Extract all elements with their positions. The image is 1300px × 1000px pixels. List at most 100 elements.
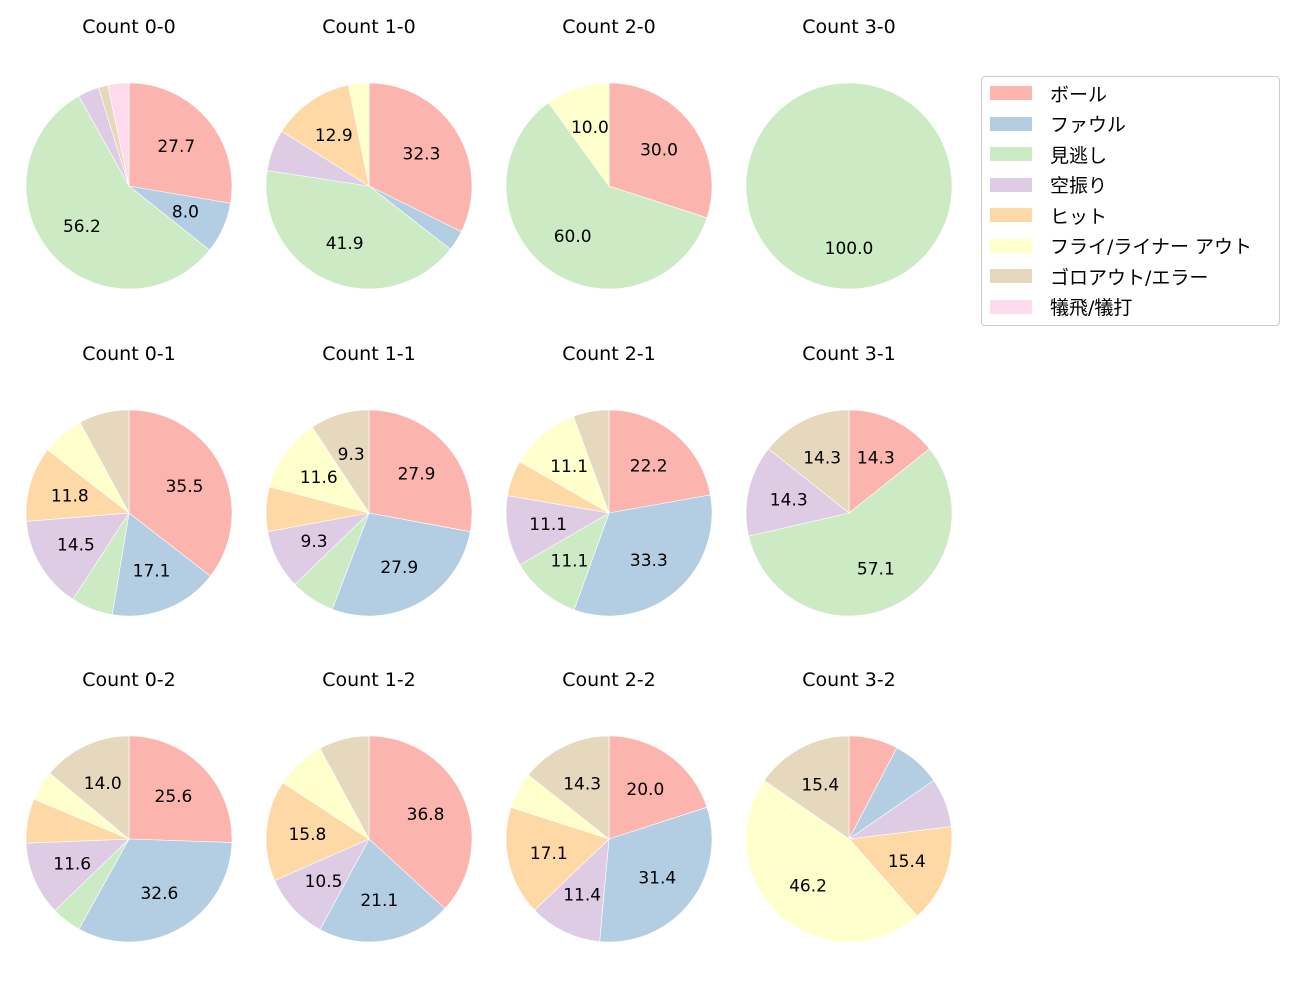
slice-value-label: 20.0 xyxy=(626,780,664,800)
legend-label: ゴロアウト/エラー xyxy=(1050,266,1209,289)
pie-slice xyxy=(111,512,211,617)
pie-panel: Count 0-2 25.6 32.6 11.6 14.0 xyxy=(9,653,249,953)
legend-swatch xyxy=(990,116,1032,131)
slice-value-label: 14.3 xyxy=(563,774,601,794)
pie-slice xyxy=(128,82,233,204)
pie-title: Count 3-2 xyxy=(802,669,896,691)
pie-slice xyxy=(281,84,370,187)
pie-slice xyxy=(573,494,713,617)
slice-value-label: 35.5 xyxy=(166,477,204,497)
slice-value-label: 100.0 xyxy=(825,239,874,259)
slice-value-label: 11.6 xyxy=(53,854,91,874)
slice-value-label: 46.2 xyxy=(789,876,827,896)
pie-title: Count 1-0 xyxy=(322,16,416,38)
slice-value-label: 33.3 xyxy=(630,551,668,571)
pie-panel: Count 1-2 36.8 21.1 10.5 15.8 xyxy=(249,653,489,953)
pie-slice xyxy=(599,806,713,943)
pie-slice xyxy=(311,409,370,514)
legend-item: ヒット xyxy=(990,204,1108,228)
pie-slice xyxy=(534,838,610,942)
legend-label: 犠飛/犠打 xyxy=(1050,297,1133,319)
slice-value-label: 36.8 xyxy=(407,805,445,825)
pie-slice xyxy=(128,735,233,843)
pie-panel: Count 0-1 35.5 17.1 14.5 11.8 xyxy=(9,327,249,627)
pie-chart: 32.3 41.9 12.9 xyxy=(265,82,473,290)
pie-chart: 25.6 32.6 11.6 14.0 xyxy=(25,735,233,943)
pie-slice xyxy=(331,512,471,617)
slice-value-label: 41.9 xyxy=(326,234,364,254)
pie-chart: 100.0 xyxy=(745,82,953,290)
pie-slice xyxy=(319,838,446,943)
legend-swatch xyxy=(990,269,1032,283)
slice-value-label: 17.1 xyxy=(530,844,568,864)
legend-item: 空振り xyxy=(990,174,1107,197)
slice-value-label: 25.6 xyxy=(155,787,193,807)
pie-chart: 22.2 33.3 11.1 11.1 11.1 xyxy=(505,409,713,617)
pie-slice xyxy=(745,780,918,943)
slice-value-label: 14.3 xyxy=(857,448,895,468)
slice-value-label: 10.0 xyxy=(571,118,609,138)
slice-value-label: 11.6 xyxy=(300,468,338,488)
pie-chart: 27.7 8.0 56.2 xyxy=(25,82,233,290)
slice-value-label: 12.9 xyxy=(315,126,353,146)
slice-value-label: 9.3 xyxy=(301,532,328,552)
legend-item: ファウル xyxy=(990,113,1127,136)
pie-slice xyxy=(608,409,711,514)
legend-label: フライ/ライナー アウト xyxy=(1050,236,1253,258)
slice-value-label: 14.3 xyxy=(770,490,808,510)
legend-label: ファウル xyxy=(1050,114,1127,136)
pie-slice xyxy=(519,512,610,611)
pie-chart: 20.0 31.4 11.4 17.1 14.3 xyxy=(505,735,713,943)
pie-title: Count 0-0 xyxy=(82,16,176,38)
pie-chart: 30.0 60.0 10.0 xyxy=(505,82,713,290)
pie-slice xyxy=(748,448,953,617)
pie-slice xyxy=(505,806,610,911)
slice-value-label: 9.3 xyxy=(338,445,365,465)
pie-slice xyxy=(49,735,130,840)
slice-value-label: 14.5 xyxy=(57,536,95,556)
pie-slice xyxy=(78,838,233,943)
slice-value-label: 27.9 xyxy=(380,558,418,578)
pie-slice xyxy=(265,170,451,290)
pie-chart: 27.927.99.311.69.3 xyxy=(265,409,473,617)
slice-value-label: 30.0 xyxy=(640,141,678,161)
pie-slice xyxy=(608,82,713,219)
pie-slice xyxy=(519,415,610,514)
pie-panel: Count 1-1 27.9 27.9 9.3 11.6 9.3 xyxy=(249,327,489,627)
pie-slice xyxy=(368,409,473,533)
pie-title: Count 3-1 xyxy=(802,343,896,365)
slice-value-label: 57.1 xyxy=(857,560,895,580)
slice-value-label: 8.0 xyxy=(172,202,199,222)
pie-slice xyxy=(25,449,130,522)
pie-title: Count 0-1 xyxy=(82,343,176,365)
slice-value-label: 27.9 xyxy=(398,464,436,484)
pie-slice xyxy=(548,82,610,187)
slice-value-label: 14.0 xyxy=(84,774,122,794)
pie-title: Count 1-2 xyxy=(322,669,416,691)
pie-slice xyxy=(25,838,130,911)
pie-slice xyxy=(848,409,931,514)
pie-slice xyxy=(265,782,370,881)
slice-value-label: 10.5 xyxy=(305,872,343,892)
slice-value-label: 15.4 xyxy=(801,775,839,795)
slice-value-label: 32.6 xyxy=(140,884,178,904)
legend-swatch xyxy=(990,299,1032,314)
legend-swatch xyxy=(990,238,1032,253)
legend-item: 犠飛/犠打 xyxy=(990,296,1133,319)
pie-slice xyxy=(107,82,130,187)
pie-slice xyxy=(527,735,610,840)
pie-slice xyxy=(745,448,850,537)
legend-swatch xyxy=(990,177,1032,192)
pie-chart: 14.3 57.1 14.3 14.3 xyxy=(745,409,953,617)
pie-panel: Count 3-1 14.3 57.1 14.3 14.3 xyxy=(729,327,969,627)
pie-slice xyxy=(79,409,130,514)
legend-label: ヒット xyxy=(1050,205,1108,228)
pie-slice xyxy=(763,735,850,840)
pie-slice xyxy=(368,82,473,233)
pie-title: Count 1-1 xyxy=(322,343,416,365)
pie-slice xyxy=(25,95,211,290)
slice-value-label: 11.1 xyxy=(529,515,567,535)
pie-panel: Count 1-0 32.3 41.9 12.9 xyxy=(249,0,489,300)
legend-item: ゴロアウト/エラー xyxy=(990,265,1209,289)
slice-value-label: 15.4 xyxy=(888,852,926,872)
